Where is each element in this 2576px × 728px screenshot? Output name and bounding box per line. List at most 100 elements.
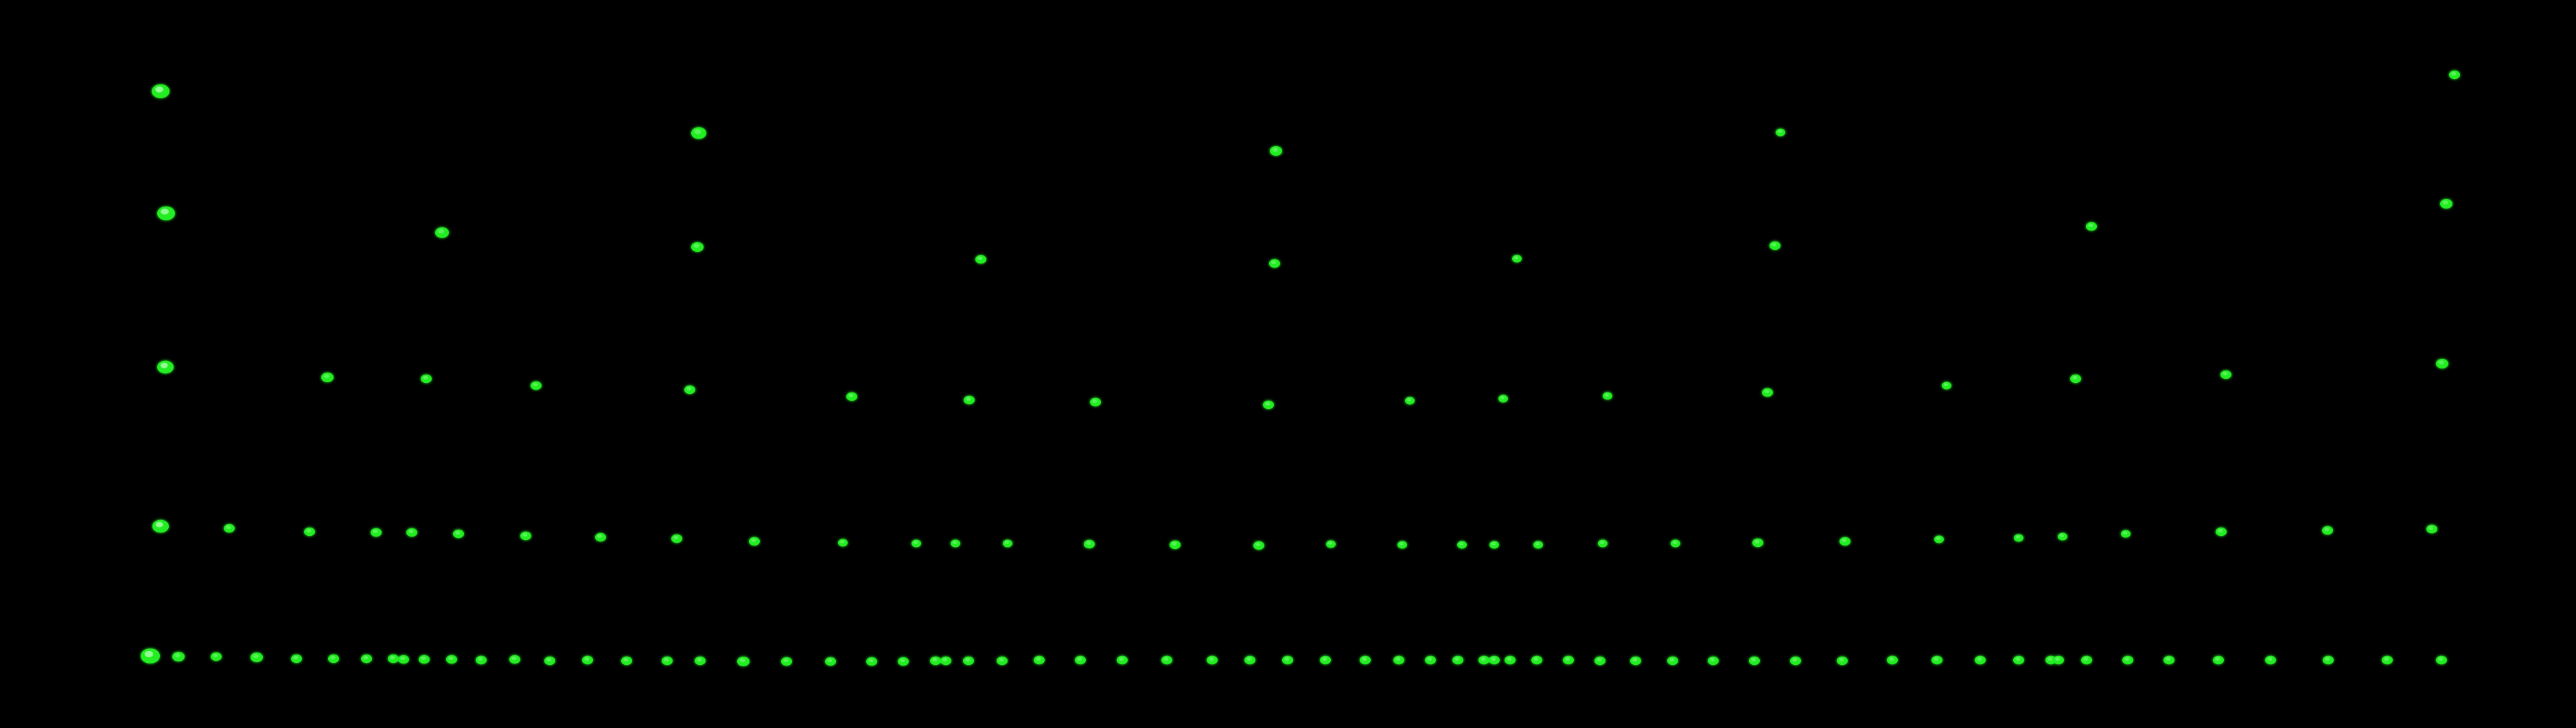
spot-core [161,209,169,215]
fluorescent-spot-r2-12 [1769,241,1780,250]
spot-core [827,658,833,663]
spot-core [739,658,745,663]
fluorescent-spot-r4-61 [2121,530,2131,538]
fluorescent-spot-r3-21 [964,395,975,405]
fluorescent-spot-r3-25 [1498,395,1508,403]
fluorescent-spot-r4-46 [1084,539,1095,549]
fluorescent-spot-r5-78 [544,656,555,666]
fluorescent-spot-r2-7 [435,227,449,238]
fluorescent-spot-r5-86 [866,657,877,666]
spot-core [1500,396,1505,399]
fluorescent-spot-r1-5 [2449,70,2460,80]
spot-core [1172,541,1177,546]
spot-core [977,256,983,261]
spot-core [2428,526,2434,530]
spot-core [1036,657,1041,661]
fluorescent-spot-r4-62 [2216,527,2227,537]
fluorescent-spot-r5-110 [1630,656,1641,666]
spot-core [2015,657,2021,661]
fluorescent-spot-r4-36 [406,528,417,537]
fluorescent-spot-r5-119 [2013,655,2024,665]
spot-core [2325,657,2330,661]
fluorescent-spot-r3-22 [1090,397,1101,407]
fluorescent-spot-r5-124 [2163,655,2174,665]
spot-core [1936,537,1941,540]
fluorescent-spot-r5-125 [2213,655,2224,665]
fluorescent-spot-r5-74 [419,655,430,664]
fluorescent-spot-r3-19 [684,385,695,395]
fluorescent-spot-r5-79 [582,655,593,665]
spot-core [1327,541,1333,545]
fluorescent-spot-r3-23 [1263,400,1274,410]
fluorescent-spot-r5-73 [398,655,409,664]
fluorescent-spot-r2-11 [1512,255,1522,263]
spot-core [1255,542,1261,547]
fluorescent-spot-r4-56 [1752,538,1763,548]
spot-core [421,656,426,661]
fluorescent-spot-r5-82 [695,656,706,666]
spot-core [2438,360,2444,365]
fluorescent-spot-r3-15 [157,360,174,374]
spot-core [174,653,181,658]
spot-core [1246,657,1252,661]
fluorescent-spot-r3-26 [1603,392,1612,400]
spot-core [2438,657,2444,661]
spot-core [848,393,854,398]
spot-core [966,397,971,401]
spot-core [623,657,629,662]
fluorescent-spot-r4-41 [749,537,760,546]
fluorescent-spot-r4-48 [1253,541,1264,550]
spot-core [952,541,958,544]
fluorescent-spot-r5-66 [172,651,185,662]
fluorescent-spot-r4-49 [1326,540,1336,548]
spot-core [1565,657,1570,661]
spot-core [999,657,1004,662]
fluorescent-spot-r4-60 [2058,532,2067,541]
fluorescent-spot-r1-1 [152,84,170,99]
spot-core [1535,542,1540,545]
fluorescent-spot-r5-77 [509,655,520,664]
fluorescent-spot-r1-2 [691,127,706,139]
fluorescent-spot-r5-83 [737,656,750,667]
fluorescent-spot-r5-72 [388,654,399,664]
fluorescent-spot-r5-107 [1531,655,1542,665]
fluorescent-spot-r3-27 [1762,388,1773,397]
fluorescent-spot-r4-50 [1397,541,1407,549]
spot-core [1406,398,1412,401]
spot-core [673,535,679,540]
fluorescent-spot-r4-58 [1934,535,1944,543]
spot-core [942,657,948,662]
spot-core [522,532,528,537]
fluorescent-spot-r5-113 [1749,656,1760,666]
fluorescent-spot-r2-14 [2440,198,2452,209]
spot-core [2324,527,2330,532]
fluorescent-spot-r5-121 [2053,655,2064,665]
fluorescent-spot-r3-24 [1405,397,1415,405]
spot-core [2055,657,2061,661]
spot-core [868,658,874,663]
spot-core [253,654,259,659]
spot-core [1669,657,1675,662]
fluorescent-spot-r5-123 [2122,655,2133,665]
spot-core [1459,542,1464,545]
spot-core [697,657,702,662]
fluorescent-spot-r5-105 [1489,655,1500,665]
fluorescent-spot-r3-31 [2436,358,2448,369]
fluorescent-spot-r4-42 [838,539,848,547]
spot-core [1632,657,1638,662]
fluorescent-spot-r5-68 [251,652,263,663]
fluorescent-spot-r5-71 [361,654,372,664]
fluorescent-spot-r3-16 [321,372,334,383]
spot-core [783,658,789,663]
spot-core [1491,542,1496,545]
spot-core [2215,657,2220,661]
spot-core [1672,541,1678,544]
spot-core [2083,657,2089,661]
fluorescent-spot-r4-32 [152,519,169,533]
spot-core [293,655,299,660]
spot-core [2166,657,2171,661]
spot-core [1272,148,1278,152]
spot-core [323,374,329,379]
spot-core [2122,531,2128,535]
fluorescent-spot-r1-4 [1776,128,1785,137]
